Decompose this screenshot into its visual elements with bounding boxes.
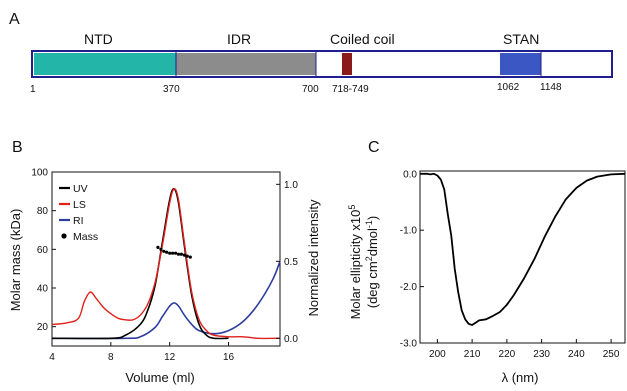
- position-label: 700: [302, 84, 319, 95]
- y-tick-label: -2.0: [400, 282, 418, 293]
- position-label: 1062: [497, 82, 520, 93]
- mass-point: [182, 253, 186, 257]
- cd-spectrum-line: [420, 172, 626, 326]
- sec-mals-ticks: 4 8 12 16 20 40 60 80 100 0.0 0.5 1.0: [31, 168, 298, 364]
- legend-label-mass: Mass: [73, 231, 98, 243]
- mass-point: [174, 251, 178, 255]
- y-tick-label: 20: [37, 322, 49, 333]
- domain-label-coiled-coil: Coiled coil: [330, 31, 395, 47]
- series-uv-line: [51, 188, 229, 340]
- x-tick-label: 240: [568, 349, 585, 360]
- cd-spectrum-chart: 200 210 220 230 240 250 0.0 -1.0 -2.0 -3.0 Molar …: [347, 169, 626, 385]
- position-label: 1148: [540, 82, 562, 93]
- y2-tick-label: 0.5: [284, 257, 298, 268]
- y-tick-label: 100: [31, 168, 48, 179]
- mass-point: [179, 252, 183, 256]
- domain-label-idr: IDR: [227, 31, 251, 47]
- y2-axis-title: Normalized intensity: [306, 199, 321, 317]
- mass-point: [162, 249, 166, 253]
- domain-label-ntd: NTD: [84, 31, 113, 47]
- legend-label-ls: LS: [73, 199, 86, 211]
- position-label: 370: [163, 84, 180, 95]
- domain-stan: [500, 53, 541, 75]
- x-tick-label: 16: [223, 352, 235, 363]
- position-label: 718-749: [332, 84, 369, 95]
- mass-point: [156, 245, 160, 249]
- legend-label-uv: UV: [73, 183, 88, 195]
- cd-spectrum-ticks: 200 210 220 230 240 250 0.0 -1.0 -2.0 -3.0: [400, 169, 620, 360]
- plot-frame: [419, 170, 626, 344]
- mass-point: [165, 250, 169, 254]
- x-tick-label: 220: [499, 349, 516, 360]
- sec-mals-chart: 4 8 12 16 20 40 60 80 100 0.0 0.5 1.0 Molar mass (k…: [8, 168, 321, 386]
- plot-frame: [51, 171, 281, 347]
- cd-spectrum-series: [420, 172, 626, 326]
- legend-label-ri: RI: [73, 215, 84, 227]
- mass-point: [159, 247, 163, 251]
- y-tick-label: 80: [37, 206, 49, 217]
- y-axis-title: Molar mass (kDa): [8, 209, 23, 312]
- x-tick-label: 8: [108, 352, 114, 363]
- mass-point: [171, 251, 175, 255]
- y-tick-label: 60: [37, 245, 49, 256]
- x-tick-label: 12: [164, 352, 176, 363]
- domain-coiled-coil: [342, 53, 352, 75]
- y-tick-label: -3.0: [400, 339, 418, 350]
- x-tick-label: 4: [49, 352, 55, 363]
- domain-map: [31, 50, 613, 78]
- y-tick-label: -1.0: [400, 226, 418, 237]
- position-label: 1: [30, 84, 36, 95]
- x-tick-label: 200: [429, 349, 446, 360]
- y2-tick-label: 1.0: [284, 180, 298, 191]
- domain-idr: [176, 53, 316, 75]
- x-axis-title: Volume (ml): [125, 370, 194, 385]
- x-axis-title: λ (nm): [502, 370, 539, 385]
- sec-mals-series: [51, 188, 281, 340]
- y-axis-title-line2: (deg cm2dmol-1): [364, 216, 380, 309]
- legend-swatch-mass: [61, 233, 67, 239]
- mass-point: [185, 254, 189, 258]
- domain-label-stan: STAN: [503, 31, 539, 47]
- mass-point: [168, 251, 172, 255]
- domain-ntd: [34, 53, 176, 75]
- series-ls-line: [51, 188, 281, 340]
- x-tick-label: 230: [533, 349, 550, 360]
- mass-point: [176, 252, 181, 256]
- panel-c-label: C: [368, 139, 380, 156]
- legend: UV LS RI Mass: [59, 183, 98, 243]
- y-axis-title-line1: Molar ellipticity x105: [347, 205, 363, 320]
- x-tick-label: 250: [603, 349, 620, 360]
- y-tick-label: 40: [37, 284, 49, 295]
- x-tick-label: 210: [464, 349, 481, 360]
- mass-point: [188, 255, 192, 259]
- panel-a-label: A: [9, 11, 20, 28]
- series-ri-line: [51, 261, 281, 340]
- domain-gap: [327, 53, 342, 75]
- y-tick-label: 0.0: [403, 169, 417, 180]
- y2-tick-label: 0.0: [284, 334, 298, 345]
- panel-b-label: B: [12, 139, 23, 156]
